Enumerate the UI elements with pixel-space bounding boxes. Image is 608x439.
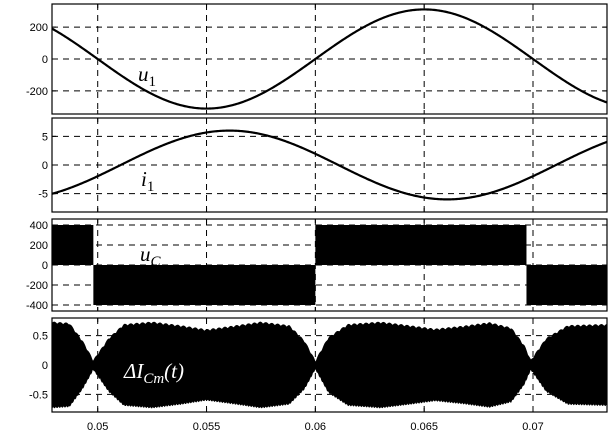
signal-label-i1: i1: [141, 167, 154, 195]
x-tick-label: 0.065: [410, 421, 438, 433]
x-axis-tick-labels: 0.05 0.055 0.06 0.065 0.07: [87, 421, 544, 433]
series-uc-block-1: [93, 265, 316, 305]
panel-i1: 5 0 -5 i1: [38, 117, 608, 213]
series-uc-block-0: [52, 225, 94, 265]
signal-label-uc: uC: [140, 242, 162, 270]
y-tick-label: -5: [38, 189, 48, 201]
x-tick-label: 0.07: [522, 421, 543, 433]
y-tick-label: -200: [26, 86, 48, 98]
y-tick-label: -400: [26, 300, 48, 312]
y-tick-label: 5: [42, 131, 48, 143]
series-i1: [51, 129, 608, 201]
panel-delta-icm: 0.5 0 -0.5 ΔICm(t): [29, 317, 608, 413]
signal-label-u1: u1: [138, 62, 156, 90]
y-tick-label: -200: [26, 280, 48, 292]
series-u1: [51, 8, 608, 110]
x-tick-label: 0.055: [193, 421, 221, 433]
y-tick-label: 0.5: [33, 331, 48, 343]
series-uc-block-2: [315, 225, 527, 265]
y-tick-label: -0.5: [29, 389, 48, 401]
y-tick-label: 0: [42, 160, 48, 172]
x-tick-label: 0.06: [305, 421, 326, 433]
y-tick-label: 200: [30, 240, 48, 252]
panel-uc: 400 200 0 -200 -400 uC: [26, 218, 608, 312]
y-tick-label: 0: [42, 260, 48, 272]
panels: 200 0 -200 u1 5 0 -5 i1 400 200 0 -200 -400 uC 0.5 0 -0.…: [26, 3, 608, 413]
panel-u1: 200 0 -200 u1: [26, 3, 608, 115]
series-uc-block-3: [526, 265, 607, 305]
y-tick-label: 400: [30, 220, 48, 232]
y-tick-label: 0: [42, 360, 48, 372]
y-tick-label: 200: [30, 22, 48, 34]
signal-label-delta-icm: ΔICm(t): [123, 359, 184, 387]
y-tick-label: 0: [42, 54, 48, 66]
x-tick-label: 0.05: [87, 421, 108, 433]
